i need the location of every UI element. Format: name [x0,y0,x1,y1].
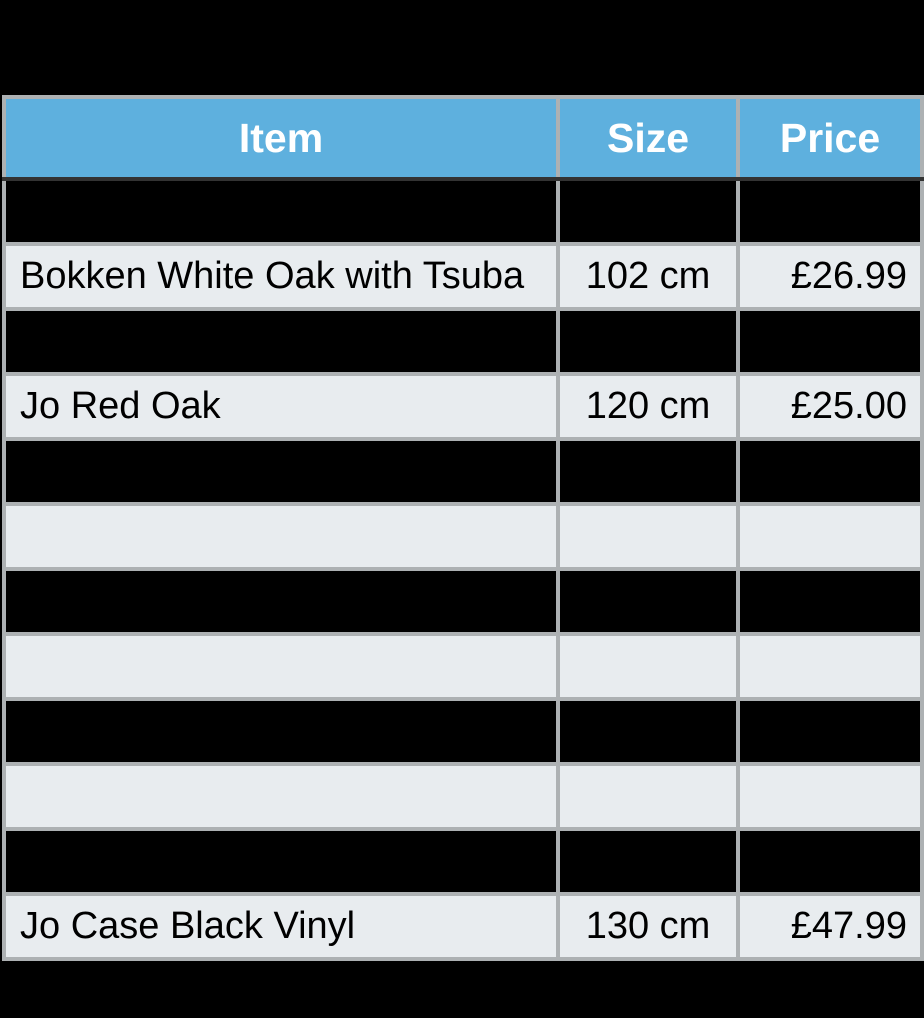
price-cell [736,437,924,506]
size-cell [556,307,740,376]
item-cell [2,437,560,506]
table-row [2,762,924,831]
size-cell [556,177,740,246]
price-cell [736,632,924,701]
price-cell [736,502,924,571]
item-cell [2,827,560,896]
size-cell: 102 cm [556,242,740,311]
size-cell: 130 cm [556,892,740,961]
price-cell [736,697,924,766]
header-row: Item Size Price [2,95,924,181]
item-cell [2,307,560,376]
column-header-price: Price [736,95,924,181]
table-row: Jo Red Oak 120 cm £25.00 [2,372,924,441]
item-cell [2,567,560,636]
size-cell [556,502,740,571]
size-cell [556,827,740,896]
table-row-redacted [2,437,924,506]
price-table: Item Size Price Bokken White Oak with Ts… [2,95,924,961]
table-row-redacted [2,177,924,246]
item-cell [2,697,560,766]
size-cell [556,632,740,701]
table-row-redacted [2,697,924,766]
column-header-item: Item [2,95,560,181]
price-cell: £25.00 [736,372,924,441]
table-body: Bokken White Oak with Tsuba 102 cm £26.99 J… [2,177,924,961]
table-row [2,502,924,571]
item-cell [2,632,560,701]
price-cell [736,827,924,896]
item-cell: Jo Case Black Vinyl [2,892,560,961]
table-header: Item Size Price [2,95,924,181]
price-cell [736,567,924,636]
price-cell [736,307,924,376]
item-cell: Bokken White Oak with Tsuba [2,242,560,311]
price-cell: £47.99 [736,892,924,961]
size-cell [556,567,740,636]
item-cell [2,177,560,246]
size-cell [556,697,740,766]
table-row: Jo Case Black Vinyl 130 cm £47.99 [2,892,924,961]
price-cell: £26.99 [736,242,924,311]
table-row: Bokken White Oak with Tsuba 102 cm £26.99 [2,242,924,311]
item-cell: Jo Red Oak [2,372,560,441]
size-cell: 120 cm [556,372,740,441]
price-cell [736,762,924,831]
size-cell [556,437,740,506]
table-row [2,632,924,701]
item-cell [2,762,560,831]
item-cell [2,502,560,571]
price-cell [736,177,924,246]
table-row-redacted [2,307,924,376]
table-row-redacted [2,567,924,636]
size-cell [556,762,740,831]
table-row-redacted [2,827,924,896]
column-header-size: Size [556,95,740,181]
